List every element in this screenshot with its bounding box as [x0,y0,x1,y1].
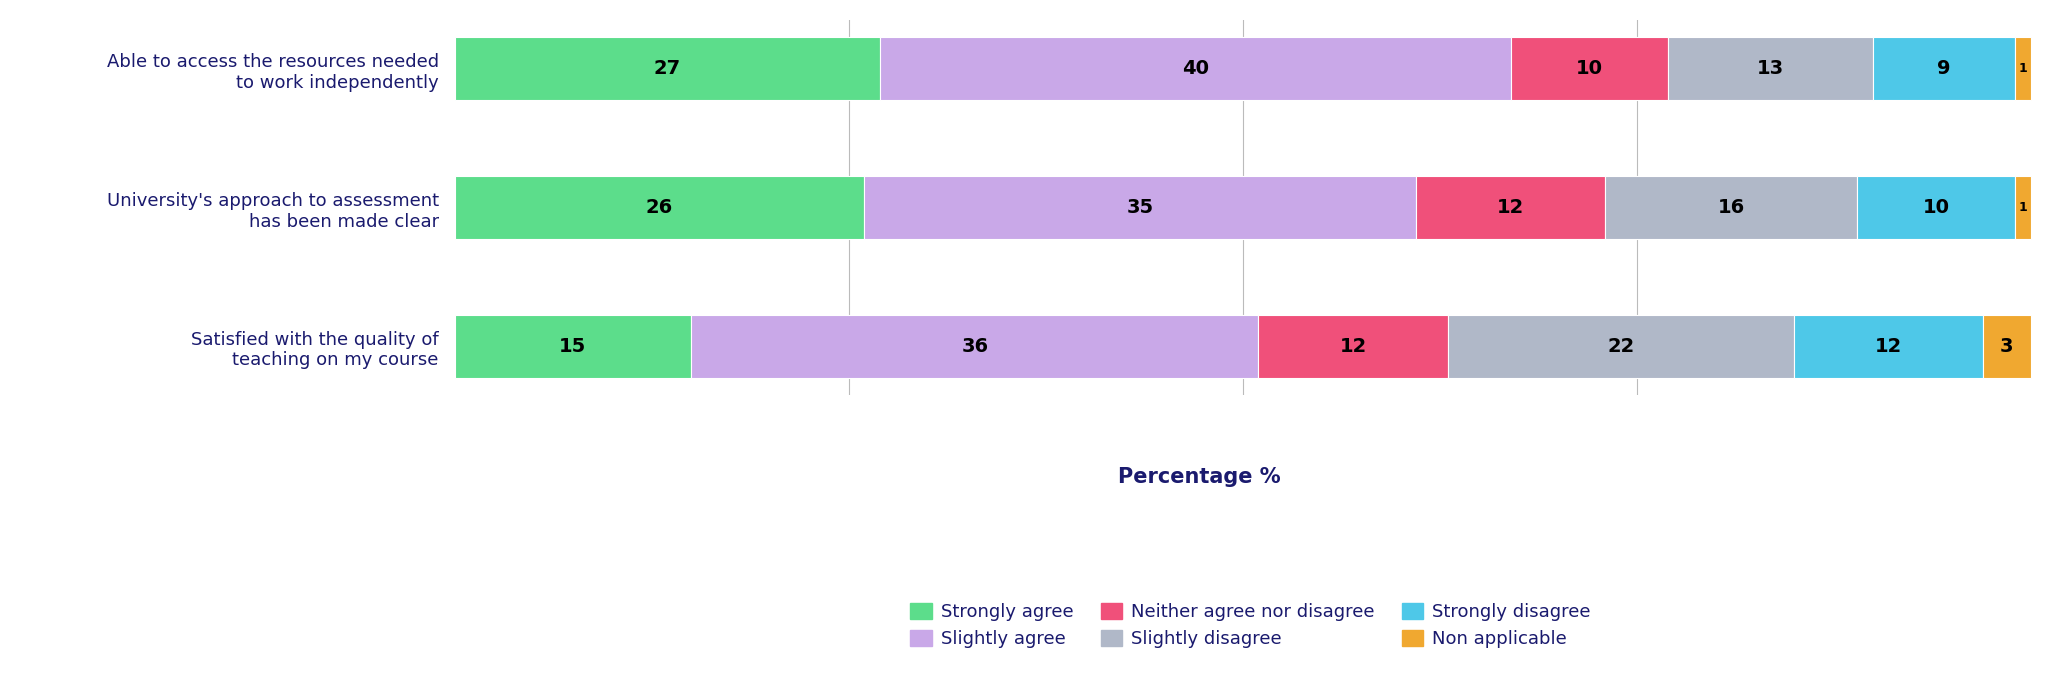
Bar [1259,315,1447,378]
Bar [690,315,1259,378]
Text: 13: 13 [1757,59,1784,78]
Text: 12: 12 [1339,337,1366,356]
Text: 10: 10 [1575,59,1602,78]
Bar [1606,176,1858,239]
Text: 40: 40 [1182,59,1209,78]
Legend: Strongly agree, Slightly agree, Neither agree nor disagree, Slightly disagree, S: Strongly agree, Slightly agree, Neither … [903,596,1598,656]
Text: 9: 9 [1937,59,1951,78]
Bar [1416,176,1606,239]
Text: 26: 26 [647,198,674,217]
Bar [881,37,1511,100]
Text: 10: 10 [1922,198,1949,217]
Text: 1: 1 [2017,62,2028,75]
Text: Percentage %: Percentage % [1118,466,1279,487]
Bar [2015,37,2030,100]
Text: 12: 12 [1497,198,1523,217]
Text: 12: 12 [1875,337,1902,356]
Bar [2015,176,2030,239]
Text: 3: 3 [2001,337,2013,356]
Bar [1858,176,2015,239]
Bar [1668,37,1873,100]
Bar [864,176,1416,239]
Text: 1: 1 [2017,201,2028,215]
Bar [1511,37,1668,100]
Text: 15: 15 [560,337,587,356]
Text: 16: 16 [1718,198,1745,217]
Bar [1984,315,2030,378]
Text: 27: 27 [653,59,680,78]
Bar [1794,315,1984,378]
Text: 36: 36 [961,337,988,356]
Bar [455,176,864,239]
Text: 35: 35 [1127,198,1153,217]
Bar [455,37,881,100]
Text: 22: 22 [1608,337,1635,356]
Bar [455,315,690,378]
Bar [1447,315,1794,378]
Bar [1873,37,2015,100]
